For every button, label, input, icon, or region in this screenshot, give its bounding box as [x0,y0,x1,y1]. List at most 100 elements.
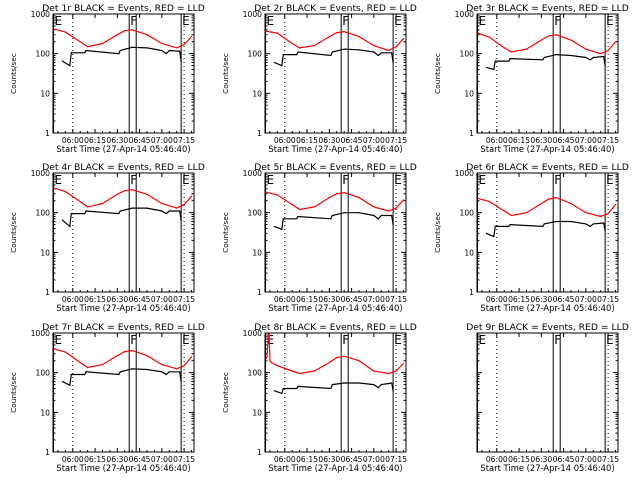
series-events-point [603,55,605,58]
series-lld-point [388,49,390,52]
plot-frame [52,172,195,293]
panel-title: Det 9r BLACK = Events, RED = LLD [466,322,629,333]
series-events-point [542,225,544,228]
series-lld-point [358,35,360,38]
x-tick-label: 06:00 [274,136,296,145]
x-tick-label: 06:30 [318,455,340,464]
series-lld-point [488,201,490,203]
y-tick-label: 1000 [31,10,50,19]
series-events-point [373,384,375,386]
series-lld-point [79,201,81,203]
series-events-point [119,49,121,52]
series-events-point [543,223,545,225]
series-lld-point [373,370,375,372]
series-events-point [508,225,510,228]
x-tick-label: 06:00 [62,455,84,464]
series-events-point [358,382,360,384]
series-events-point [380,384,382,386]
marker-label-e: E [606,173,614,187]
series-lld-point [79,41,81,43]
x-tick-label: 06:00 [62,295,84,304]
series-events-point [330,218,332,220]
series-events-point [391,52,393,54]
x-tick-label: 06:15 [508,136,530,145]
marker-label-e: E [478,14,486,28]
series-events-point [168,371,170,373]
y-tick-label: 1000 [243,169,262,178]
panel-title: Det 8r BLACK = Events, RED = LLD [254,322,417,333]
plot-frame [264,332,407,453]
series-events-point [168,49,170,52]
plot-frame [476,332,619,453]
series-events-point [358,212,360,214]
series-lld-point [336,193,338,195]
series-lld-point [161,42,163,45]
marker-label-e: E [266,173,274,187]
series-events-point [585,223,587,225]
series-events-point [69,225,71,228]
series-lld-point [555,34,557,36]
x-tick-label: 06:45 [553,295,575,304]
x-tick-label: 07:15 [597,136,619,145]
series-events-point [508,60,510,62]
y-axis-label: Counts/sec [9,212,18,253]
series-lld-point [79,361,81,364]
series-lld-point [131,189,133,191]
series-lld-line [265,191,404,212]
series-events-point [70,373,72,376]
y-tick-label: 100 [36,209,51,218]
x-axis-label: Start Time (27-Apr-14 05:46:40) [480,303,614,313]
x-tick-label: 06:45 [129,455,151,464]
series-events-point [161,49,163,52]
x-tick-label: 06:45 [341,455,363,464]
y-tick-label: 10 [40,89,50,98]
marker-label-e: E [478,333,486,347]
series-lld-point [336,356,338,359]
series-events-point [570,220,572,223]
series-lld-point [64,190,66,193]
series-lld-point [101,202,104,205]
marker-label-e: E [54,14,62,28]
series-events-point [343,48,345,50]
marker-label-e: E [606,14,614,28]
marker-label-e: E [182,333,190,347]
plot-frame [52,13,195,134]
marker-label-e: E [478,173,486,187]
series-lld-point [291,42,293,45]
y-tick-label: 10 [252,89,262,98]
series-lld-point [87,206,89,208]
x-axis-label: Start Time (27-Apr-14 05:46:40) [268,144,402,154]
series-events-point [273,61,275,64]
x-tick-label: 06:00 [486,136,508,145]
series-events-point [273,390,275,392]
x-tick-label: 06:00 [486,455,508,464]
series-lld-point [116,354,118,357]
series-lld-point [124,30,126,32]
series-lld-point [190,195,193,197]
marker-label-e: E [394,333,402,347]
series-lld-point [525,48,528,50]
y-tick-label: 10 [40,408,50,417]
series-lld-point [343,192,345,194]
series-lld-point [161,363,163,366]
series-events-point [165,53,167,55]
x-tick-label: 06:45 [129,295,151,304]
marker-label-f: F [342,14,349,28]
series-lld-point [313,44,316,47]
series-lld-point [548,35,550,37]
series-events-point [146,207,148,209]
marker-label-f: F [554,173,561,187]
series-events-point [118,53,120,55]
series-lld-point [585,48,587,50]
series-events-point [592,56,594,59]
series-events-point [358,49,360,51]
series-lld-point [64,351,66,353]
series-events-point [604,230,606,232]
y-axis-label: Counts/sec [221,212,230,253]
series-events-point [297,385,299,388]
x-tick-label: 07:15 [597,295,619,304]
series-events-point [343,382,345,384]
series-lld-point [402,37,405,40]
